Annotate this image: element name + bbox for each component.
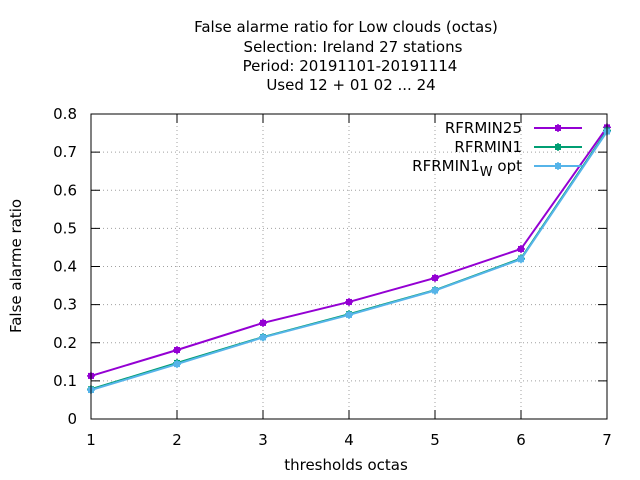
series-3-point xyxy=(517,255,525,264)
y-axis-label: False alarme ratio xyxy=(7,199,25,333)
legend-swatch-marker xyxy=(554,124,562,132)
grid xyxy=(91,114,607,419)
legend-item-3: RFRMIN1W opt xyxy=(412,157,582,180)
legend-swatch-marker xyxy=(554,162,562,170)
series-3-point xyxy=(173,360,181,369)
y-tick-label: 0.6 xyxy=(53,181,77,199)
series-1-point xyxy=(345,297,353,306)
legend-swatch-marker xyxy=(554,143,562,151)
legend-item-1: RFRMIN25 xyxy=(445,119,582,137)
plot-frame xyxy=(90,113,608,420)
legend-label-subscript: W xyxy=(480,165,493,180)
y-tick-label: 0.4 xyxy=(53,258,77,276)
x-tick-label: 4 xyxy=(344,431,354,449)
x-tick-label: 5 xyxy=(430,431,440,449)
series-3-point xyxy=(259,333,267,342)
y-axis-ticks: 0 0.1 0.2 0.3 0.4 0.5 0.6 0.7 0.8 xyxy=(53,105,607,428)
x-tick-label: 6 xyxy=(516,431,526,449)
y-tick-label: 0.5 xyxy=(53,219,77,237)
series-3-point xyxy=(345,310,353,319)
series-1 xyxy=(87,123,611,380)
series-1-point xyxy=(431,273,439,282)
legend-label: RFRMIN25 xyxy=(445,119,522,137)
y-tick-label: 0 xyxy=(67,410,77,428)
title-line-3: Period: 20191101-20191114 xyxy=(243,57,458,75)
title-line-1: False alarme ratio for Low clouds (octas… xyxy=(194,18,498,36)
series-1-point xyxy=(259,318,267,327)
legend-label: RFRMIN1 xyxy=(454,138,522,156)
y-tick-label: 0.8 xyxy=(53,105,77,123)
legend-label: RFRMIN1W opt xyxy=(412,157,522,180)
series-1-point xyxy=(173,345,181,354)
legend-item-2: RFRMIN1 xyxy=(454,138,582,156)
x-tick-label: 7 xyxy=(602,431,612,449)
y-tick-label: 0.3 xyxy=(53,296,77,314)
x-tick-label: 2 xyxy=(172,431,182,449)
title-line-4: Used 12 + 01 02 ... 24 xyxy=(266,76,435,94)
title-line-2: Selection: Ireland 27 stations xyxy=(244,38,463,56)
legend-label-suffix: opt xyxy=(493,157,522,175)
series-layer xyxy=(87,123,611,395)
x-axis-ticks: 1 2 3 4 5 6 7 xyxy=(86,114,612,449)
y-tick-label: 0.1 xyxy=(53,372,77,390)
y-tick-label: 0.2 xyxy=(53,334,77,352)
series-3-point xyxy=(431,286,439,295)
x-tick-label: 3 xyxy=(258,431,268,449)
x-axis-label: thresholds octas xyxy=(284,456,408,474)
y-tick-label: 0.7 xyxy=(53,143,77,161)
chart-title: False alarme ratio for Low clouds (octas… xyxy=(194,18,498,94)
series-1-point xyxy=(517,244,525,253)
x-tick-label: 1 xyxy=(86,431,96,449)
